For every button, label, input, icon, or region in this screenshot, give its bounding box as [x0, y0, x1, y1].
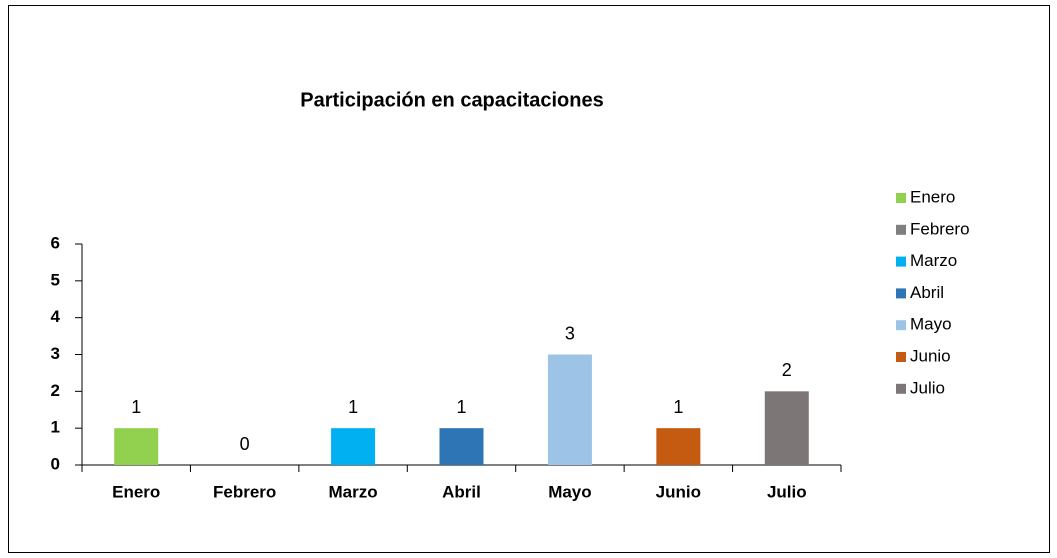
y-tick-label: 1: [51, 418, 60, 437]
data-label: 3: [565, 323, 575, 343]
x-tick-label: Marzo: [329, 482, 378, 501]
bar: [656, 428, 701, 465]
legend-swatch: [896, 288, 906, 299]
bar: [764, 391, 809, 465]
data-label: 1: [348, 397, 358, 417]
bar: [439, 428, 484, 465]
x-tick-label: Febrero: [213, 482, 276, 501]
legend-label: Abril: [910, 283, 944, 302]
data-label: 1: [456, 397, 466, 417]
y-tick-label: 3: [51, 344, 60, 363]
x-tick-label: Enero: [112, 482, 160, 501]
x-tick-label: Mayo: [548, 482, 591, 501]
legend-swatch: [896, 193, 906, 203]
legend-swatch: [896, 383, 906, 394]
legend-label: Febrero: [910, 219, 970, 238]
legend-swatch: [896, 224, 906, 235]
chart-frame: [8, 5, 1050, 553]
data-label: 1: [673, 397, 683, 417]
legend-label: Enero: [910, 187, 955, 206]
legend-label: Marzo: [910, 251, 957, 270]
bar: [331, 428, 376, 465]
y-tick-label: 6: [51, 233, 60, 252]
legend-swatch: [896, 320, 906, 331]
legend-swatch: [896, 256, 906, 267]
data-label: 1: [131, 397, 141, 417]
bar: [114, 428, 159, 465]
y-tick-label: 2: [51, 381, 60, 400]
x-tick-label: Abril: [442, 482, 481, 501]
bar: [547, 354, 592, 465]
data-label: 0: [240, 434, 250, 454]
data-label: 2: [782, 360, 792, 380]
legend-swatch: [896, 352, 906, 362]
x-tick-label: Julio: [767, 482, 807, 501]
y-tick-label: 5: [51, 270, 60, 289]
y-tick-label: 0: [51, 454, 60, 473]
legend-label: Julio: [910, 378, 945, 397]
legend-label: Mayo: [910, 315, 952, 334]
legend-label: Junio: [910, 346, 951, 365]
y-tick-label: 4: [51, 307, 61, 326]
chart-title: Participación en capacitaciones: [300, 89, 603, 111]
x-tick-label: Junio: [656, 482, 701, 501]
